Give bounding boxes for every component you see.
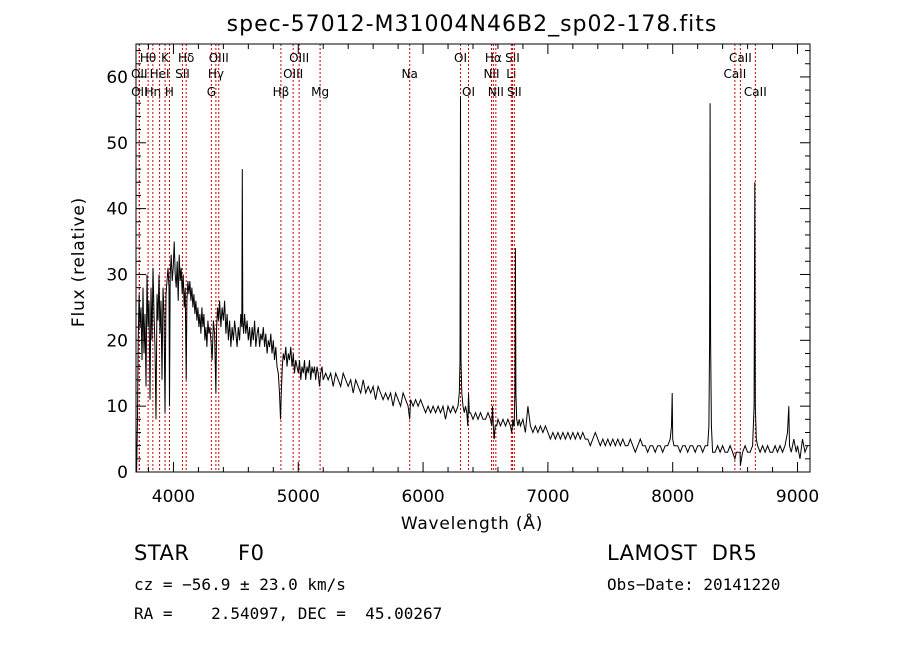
spectrum-line [135, 96, 808, 473]
spectrum-series [135, 96, 808, 473]
line-label: Na [402, 67, 418, 81]
x-tick-label: 6000 [401, 487, 444, 507]
redshift-velocity: cz = −56.9 ± 23.0 km/s [134, 575, 346, 594]
line-label: OIII [289, 51, 309, 65]
line-label: Mg [311, 85, 329, 99]
line-label: Hη [145, 85, 162, 99]
object-subclass: F0 [238, 541, 265, 565]
survey-name: LAMOST DR5 [607, 541, 758, 565]
line-label: SII [505, 51, 520, 65]
line-label: OI [454, 51, 467, 65]
line-label: Li [506, 67, 516, 81]
axis-ticks: 4000 5000 6000 7000 8000 9000 0 10 20 30 40 50 60 [106, 44, 819, 507]
line-label: SII [507, 85, 522, 99]
line-label: H [165, 85, 174, 99]
chart-title: spec-57012-M31004N46B2_sp02-178.fits [227, 12, 718, 37]
observation-date: Obs−Date: 20141220 [607, 575, 781, 594]
x-tick-label: 7000 [526, 487, 569, 507]
line-label: HeI [150, 67, 170, 81]
x-tick-label: 9000 [776, 487, 819, 507]
line-label: Hγ [208, 67, 224, 81]
x-axis-label: Wavelength (Å) [401, 512, 543, 534]
y-tick-label: 60 [106, 68, 128, 88]
object-class: STAR [134, 541, 190, 565]
line-label: NII [483, 67, 499, 81]
line-label: OII [131, 67, 148, 81]
y-tick-label: 50 [106, 134, 128, 154]
line-label: Hθ [140, 51, 156, 65]
line-label: OIII [283, 67, 303, 81]
y-tick-label: 20 [106, 331, 128, 351]
line-label: CaII [723, 67, 746, 81]
x-tick-label: 8000 [651, 487, 694, 507]
line-label: CaII [744, 85, 767, 99]
y-tick-label: 40 [106, 200, 128, 220]
line-label: K [161, 51, 170, 65]
line-label: OIII [209, 51, 229, 65]
y-tick-label: 10 [106, 397, 128, 417]
line-label: Hβ [273, 85, 290, 99]
y-tick-label: 30 [106, 265, 128, 285]
y-axis-label: Flux (relative) [69, 197, 89, 327]
line-label: OI [462, 85, 475, 99]
x-tick-label: 5000 [277, 487, 320, 507]
line-label: Hα [485, 51, 502, 65]
line-label: SII [175, 67, 190, 81]
x-tick-label: 4000 [152, 487, 195, 507]
line-label: Hδ [178, 51, 194, 65]
line-label: G [207, 85, 216, 99]
coordinates: RA = 2.54097, DEC = 45.00267 [134, 604, 443, 623]
line-label: NII [488, 85, 504, 99]
y-tick-label: 0 [117, 463, 128, 483]
line-label: CaII [729, 51, 752, 65]
